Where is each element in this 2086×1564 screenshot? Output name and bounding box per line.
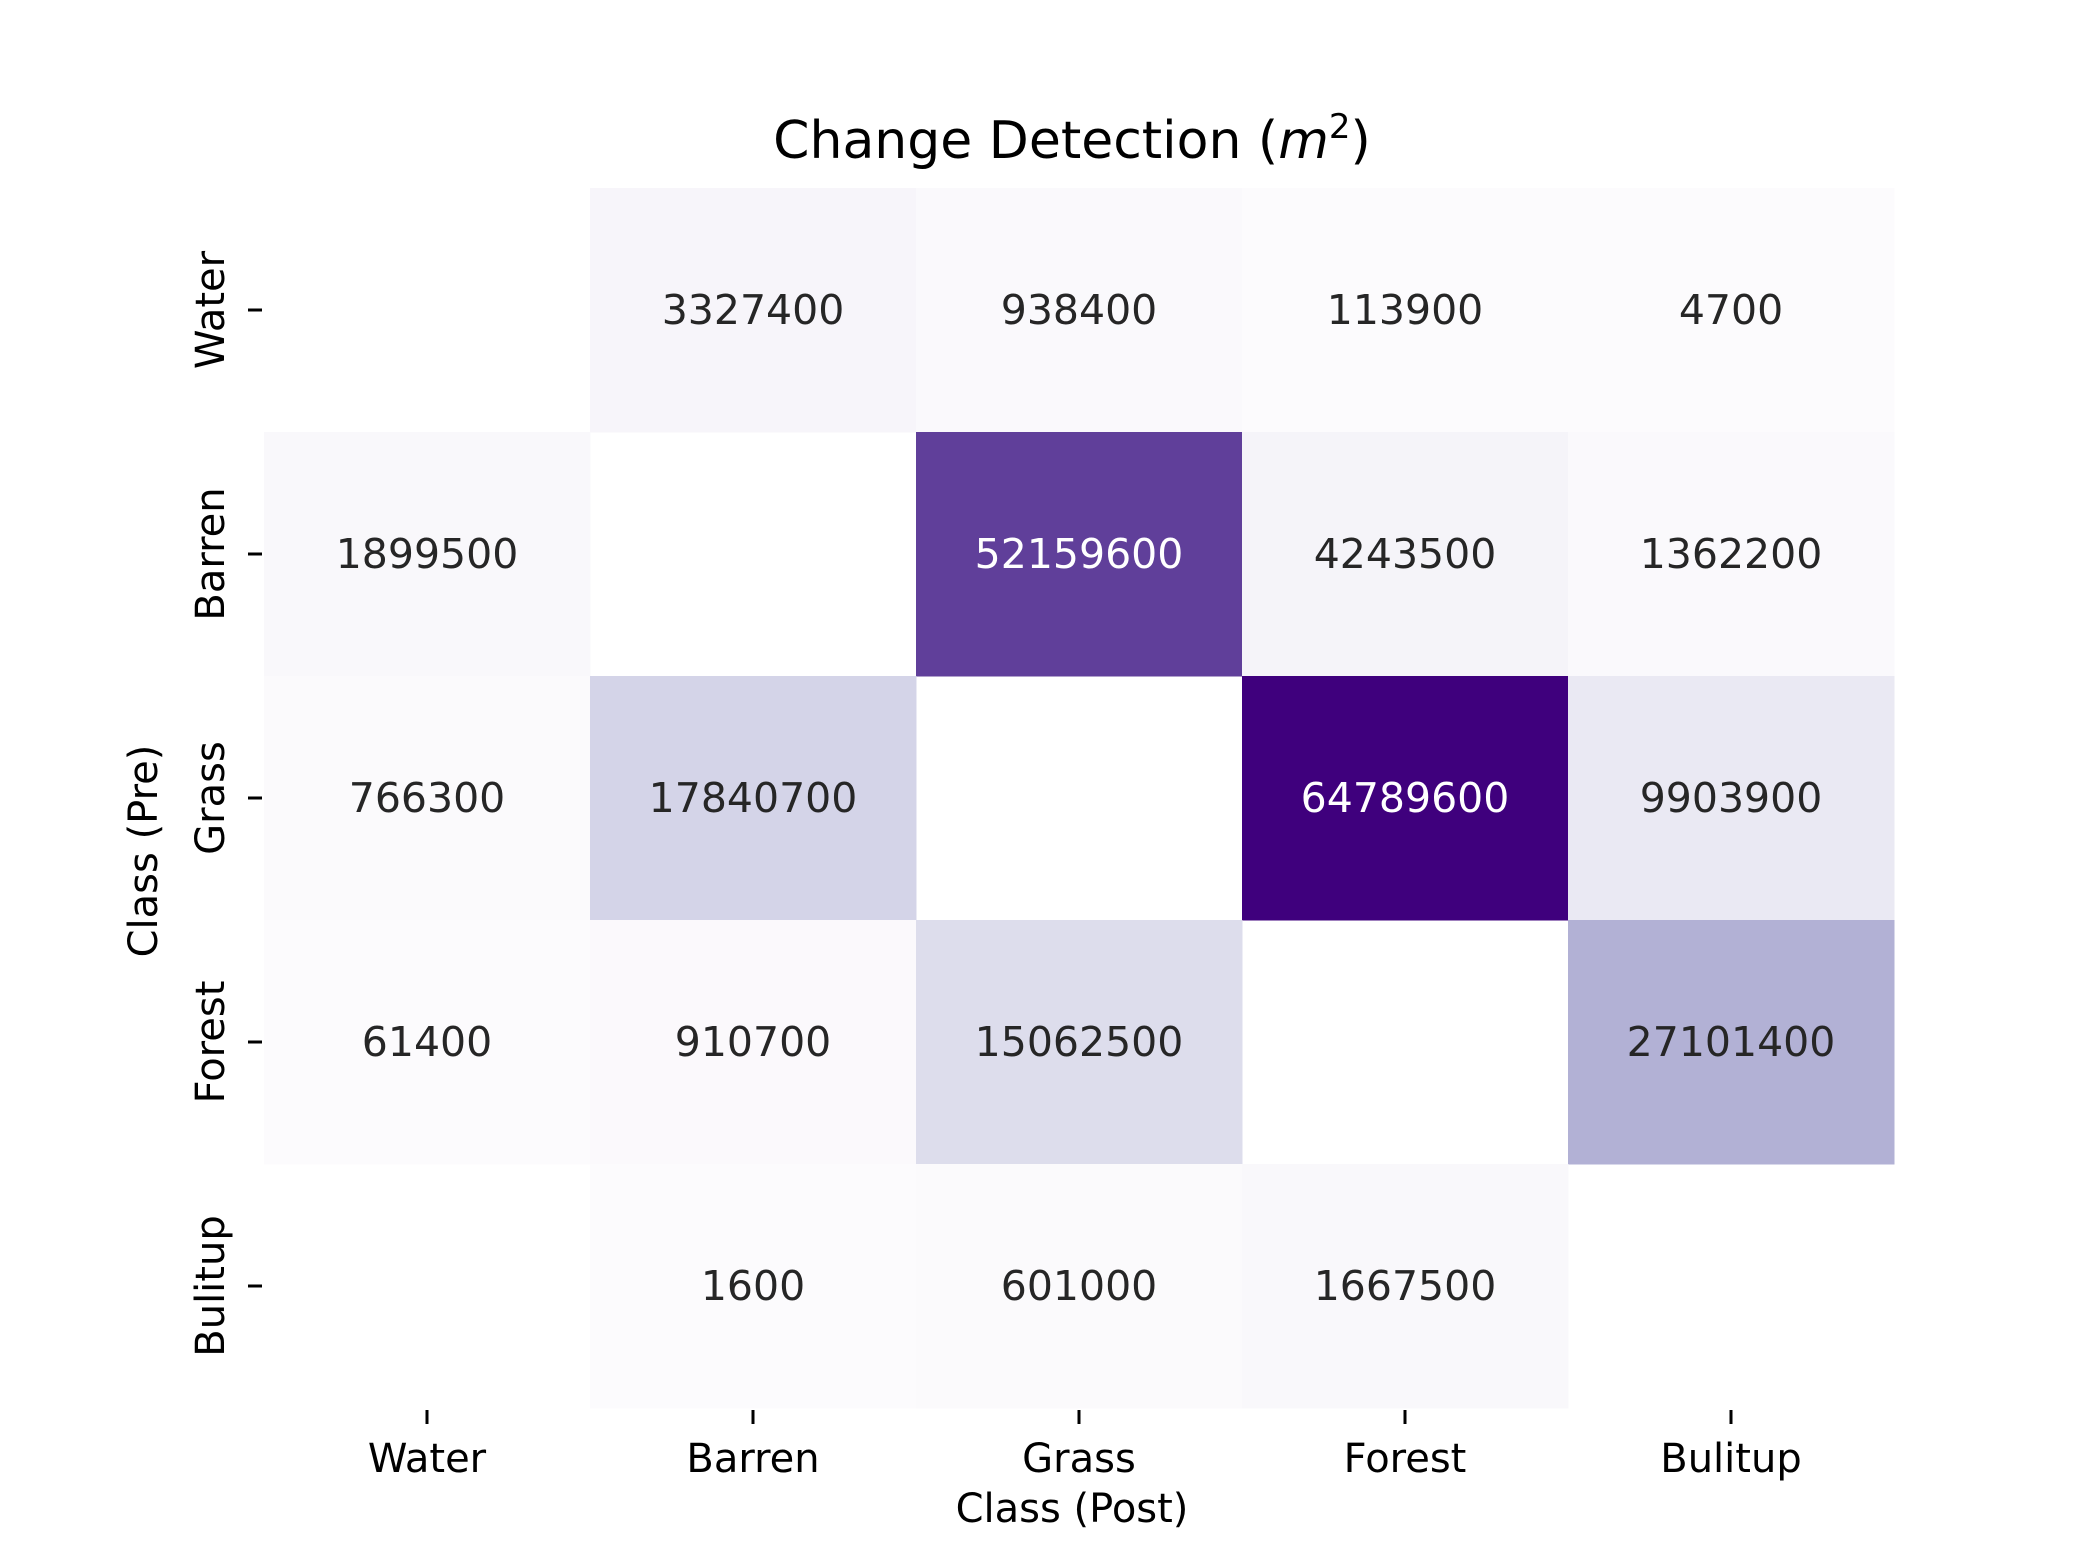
heatmap-cell xyxy=(1242,676,1569,921)
heatmap-cell xyxy=(590,676,917,921)
x-tick-label: Barren xyxy=(686,1436,819,1482)
x-tick-label: Water xyxy=(368,1436,487,1482)
chart-title-sup: 2 xyxy=(1329,107,1351,147)
cell-value-label: 3327400 xyxy=(662,286,845,334)
cell-value-label: 910700 xyxy=(675,1018,832,1066)
cell-value-label: 601000 xyxy=(1001,1262,1158,1310)
y-tick-label: Forest xyxy=(188,981,234,1104)
heatmap-cell xyxy=(590,920,917,1165)
x-axis: Water Barren Grass Forest Bulitup xyxy=(368,1410,1802,1482)
heatmap-cells: 3327400 938400 113900 4700 1899500 52159600 42… xyxy=(264,188,1895,1409)
heatmap-cell xyxy=(916,1164,1243,1409)
chart-title-prefix: Change Detection ( xyxy=(773,111,1278,171)
chart-title: Change Detection (m2) xyxy=(773,107,1371,171)
x-tick-label: Forest xyxy=(1344,1436,1467,1482)
y-axis-label: Class (Pre) xyxy=(121,745,167,958)
cell-value-label: 15062500 xyxy=(975,1018,1184,1066)
y-tick-label: Water xyxy=(188,250,234,369)
chart-title-suffix: ) xyxy=(1351,111,1371,171)
cell-value-label: 4243500 xyxy=(1314,530,1497,578)
cell-value-label: 4700 xyxy=(1679,286,1783,334)
heatmap-cell xyxy=(1242,432,1569,677)
x-tick-label: Bulitup xyxy=(1660,1436,1801,1482)
heatmap-cell xyxy=(264,432,591,677)
heatmap-cell xyxy=(916,920,1243,1165)
cell-value-label: 9903900 xyxy=(1640,774,1823,822)
heatmap-cell xyxy=(1568,188,1895,433)
heatmap-cell xyxy=(264,676,591,921)
heatmap-cell xyxy=(1568,920,1895,1165)
cell-value-label: 1667500 xyxy=(1314,1262,1497,1310)
heatmap-cell xyxy=(590,188,917,433)
cell-value-label: 938400 xyxy=(1001,286,1158,334)
cell-value-label: 1899500 xyxy=(336,530,519,578)
cell-value-label: 17840700 xyxy=(649,774,858,822)
chart-title-var: m xyxy=(1278,111,1329,171)
heatmap-cell xyxy=(590,1164,917,1409)
cell-value-label: 61400 xyxy=(362,1018,492,1066)
heatmap-cell xyxy=(916,188,1243,433)
y-tick-label: Bulitup xyxy=(188,1215,234,1356)
heatmap-cell xyxy=(1242,1164,1569,1409)
y-tick-label: Grass xyxy=(188,741,234,855)
x-tick-label: Grass xyxy=(1022,1436,1136,1482)
cell-value-label: 1600 xyxy=(701,1262,805,1310)
x-axis-label: Class (Post) xyxy=(956,1486,1189,1532)
heatmap-cell xyxy=(264,920,591,1165)
y-tick-label: Barren xyxy=(188,487,234,620)
cell-value-label: 1362200 xyxy=(1640,530,1823,578)
cell-value-label: 64789600 xyxy=(1301,774,1510,822)
heatmap-cell xyxy=(1568,432,1895,677)
heatmap-cell xyxy=(1568,676,1895,921)
heatmap-cell xyxy=(1242,188,1569,433)
cell-value-label: 113900 xyxy=(1327,286,1484,334)
cell-value-label: 52159600 xyxy=(975,530,1184,578)
cell-value-label: 27101400 xyxy=(1627,1018,1836,1066)
heatmap-cell xyxy=(916,432,1243,677)
y-axis: Water Barren Grass Forest Bulitup xyxy=(188,250,262,1357)
cell-value-label: 766300 xyxy=(349,774,506,822)
